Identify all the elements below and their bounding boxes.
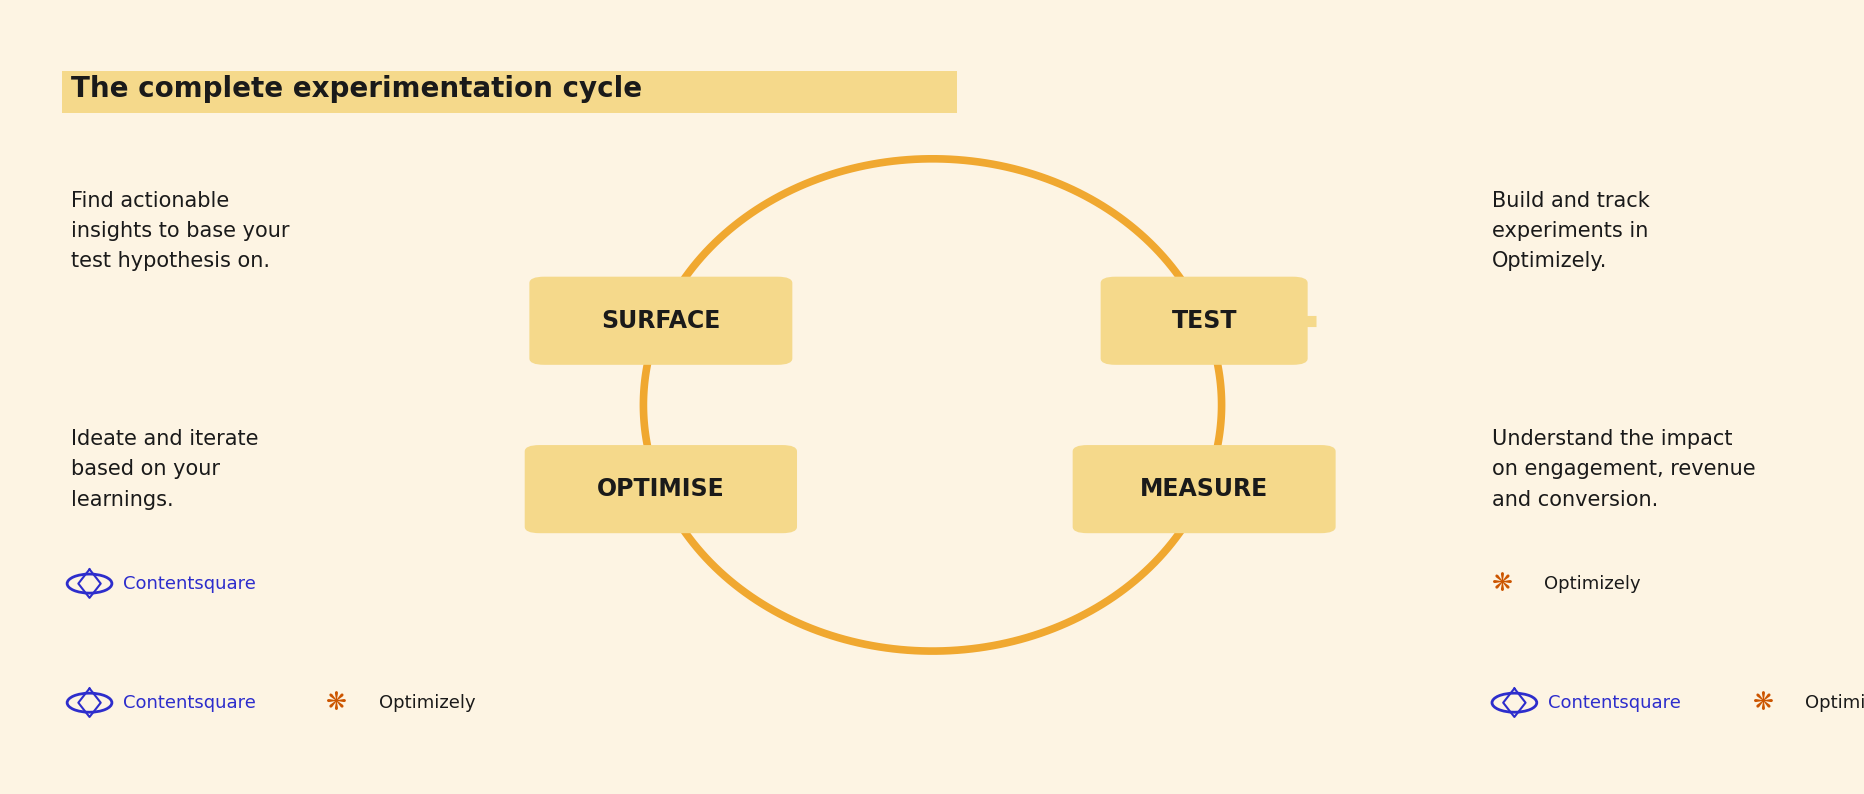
Text: Optimizely: Optimizely <box>1804 694 1864 711</box>
FancyBboxPatch shape <box>529 276 792 364</box>
Text: The complete experimentation cycle: The complete experimentation cycle <box>71 75 641 103</box>
Text: ❋: ❋ <box>326 691 347 715</box>
FancyBboxPatch shape <box>62 71 956 113</box>
Text: Understand the impact
on engagement, revenue
and conversion.: Understand the impact on engagement, rev… <box>1491 429 1754 510</box>
Text: SURFACE: SURFACE <box>600 309 720 333</box>
FancyBboxPatch shape <box>1072 445 1335 534</box>
Text: Find actionable
insights to base your
test hypothesis on.: Find actionable insights to base your te… <box>71 191 289 272</box>
Text: Build and track
experiments in
Optimizely.: Build and track experiments in Optimizel… <box>1491 191 1650 272</box>
Text: Ideate and iterate
based on your
learnings.: Ideate and iterate based on your learnin… <box>71 429 259 510</box>
Text: ❋: ❋ <box>1491 572 1512 596</box>
FancyBboxPatch shape <box>524 445 796 534</box>
FancyBboxPatch shape <box>1100 276 1307 364</box>
Text: Contentsquare: Contentsquare <box>123 694 255 711</box>
Text: Contentsquare: Contentsquare <box>1547 694 1679 711</box>
Text: TEST: TEST <box>1171 309 1236 333</box>
Text: Contentsquare: Contentsquare <box>123 575 255 592</box>
Text: MEASURE: MEASURE <box>1139 477 1268 501</box>
Text: Optimizely: Optimizely <box>378 694 475 711</box>
Text: ❋: ❋ <box>1752 691 1773 715</box>
Text: Optimizely: Optimizely <box>1543 575 1640 592</box>
Text: OPTIMISE: OPTIMISE <box>596 477 725 501</box>
